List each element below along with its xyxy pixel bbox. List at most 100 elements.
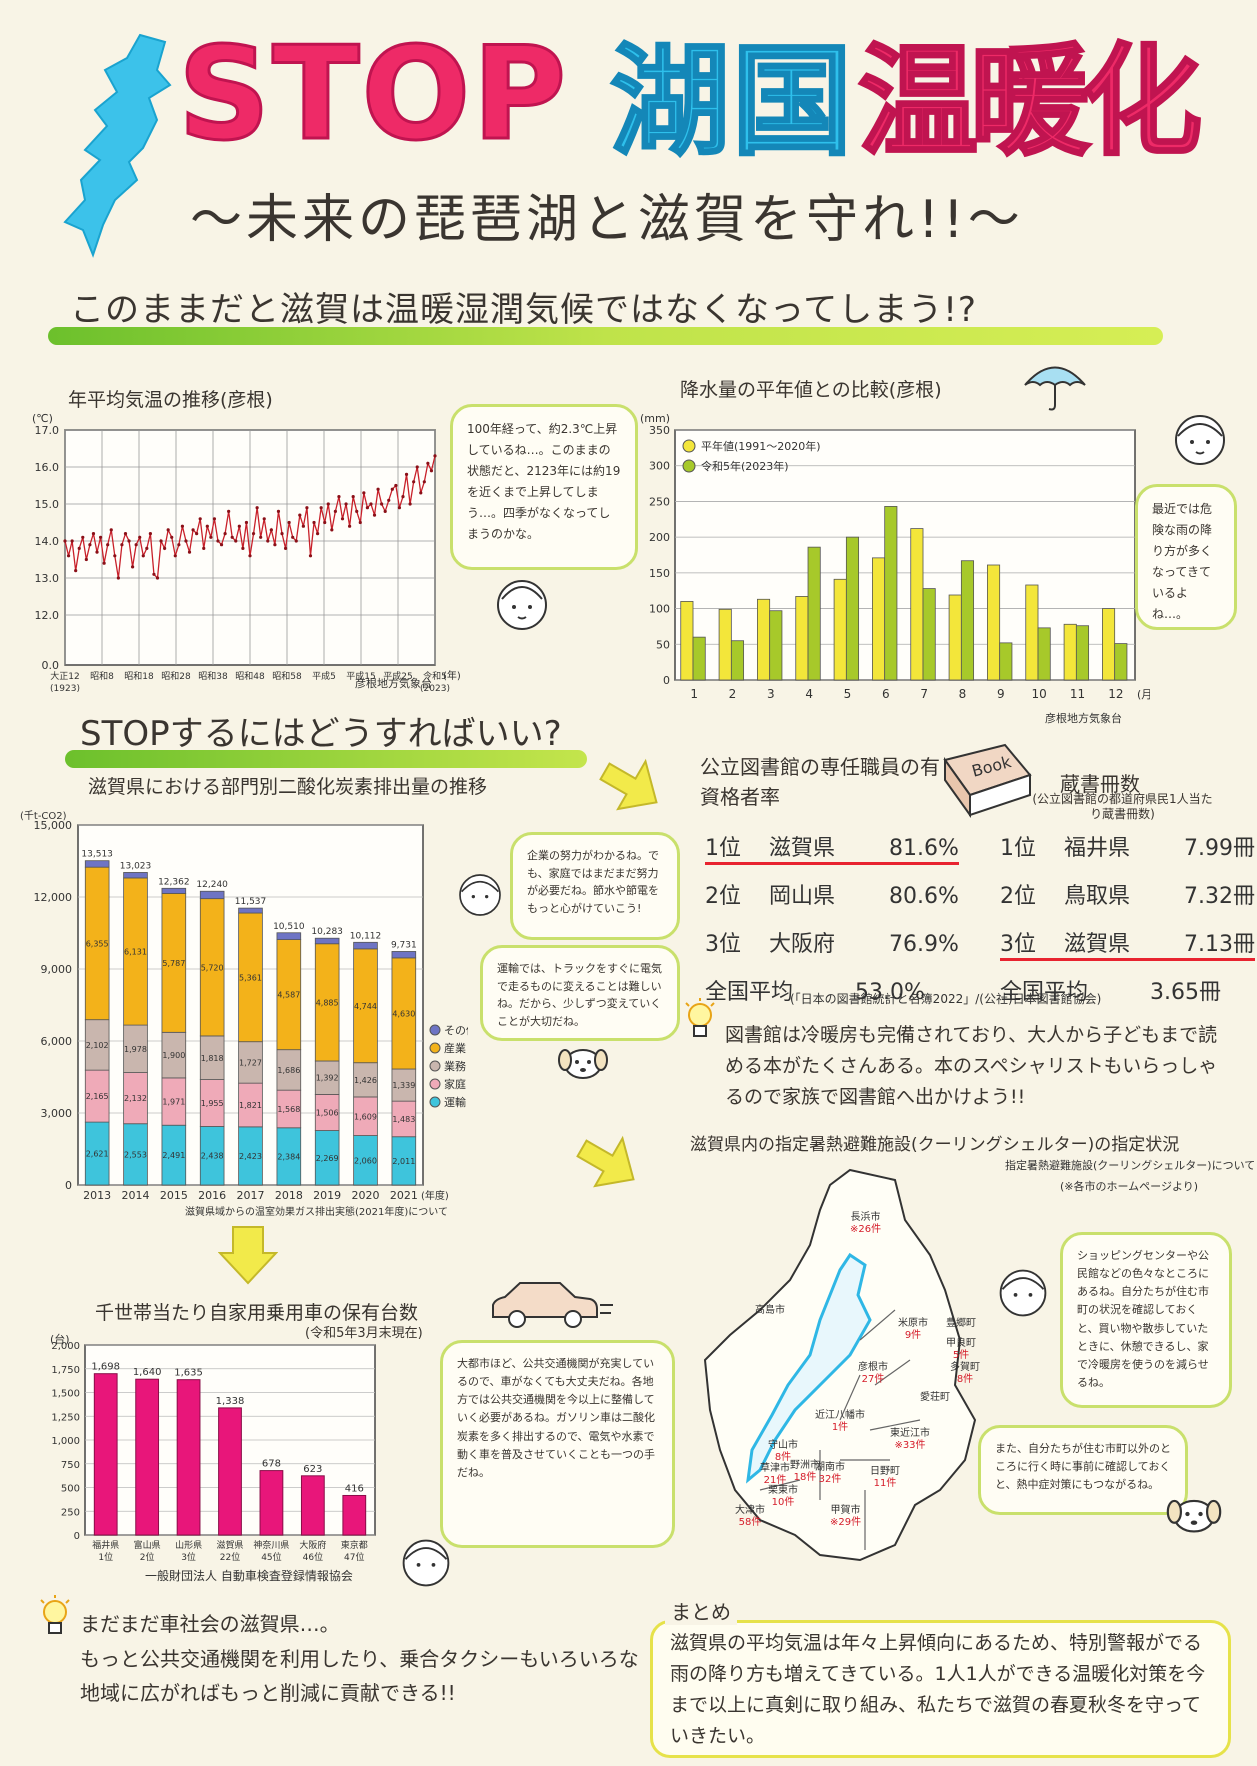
map-place-name: 近江八幡市 — [815, 1410, 865, 1421]
rain-bar — [922, 588, 936, 681]
map-place-count: 11件 — [873, 1478, 897, 1489]
temperature-point — [355, 509, 359, 513]
temperature-point — [227, 509, 231, 513]
y-axis-unit: (千t-CO2) — [20, 810, 67, 822]
temperature-point — [283, 546, 288, 550]
co2-value-label: 2,553 — [124, 1150, 147, 1159]
x-tick-label: 3 — [767, 687, 775, 701]
y-tick-label: 0 — [663, 674, 670, 687]
temperature-point — [237, 524, 241, 528]
books-rank-pref: 福井県 — [1064, 836, 1131, 861]
co2-bar-その他 — [123, 872, 148, 879]
y-tick-label: 300 — [649, 460, 670, 473]
car-value-label: 416 — [345, 1483, 364, 1494]
x-tick-label: 昭和38 — [198, 671, 228, 682]
temperature-point — [116, 576, 120, 580]
co2-value-label: 2,132 — [124, 1094, 147, 1103]
temp-note-bubble: 100年経って、約2.3℃上昇しているね…。このままの状態だと、2123年には約… — [450, 404, 638, 570]
subtitle: 〜未来の琵琶湖と滋賀を守れ!!〜 — [190, 190, 1024, 250]
rain-bar — [872, 557, 886, 681]
library-rank-rank: 2位 — [705, 884, 741, 909]
x-tick-label: 4 — [805, 687, 813, 701]
car-bar — [342, 1494, 367, 1536]
co2-bar-その他 — [84, 860, 110, 868]
temperature-point — [276, 509, 281, 513]
books-rank-row: 3位 滋賀県 7.13冊 — [1000, 926, 1255, 961]
car-value-label: 1,698 — [91, 1362, 120, 1373]
umbrella-icon — [1024, 366, 1086, 411]
map-place: 守山市 8件 — [768, 1440, 798, 1464]
y-tick-label: 1,250 — [51, 1412, 80, 1423]
x-tick-label: 平成5 — [312, 670, 336, 682]
x-axis-unit: (年) — [443, 669, 460, 682]
legend-swatch — [429, 1078, 441, 1090]
co2-value-label: 4,587 — [277, 991, 300, 1000]
dog-face-icon — [1166, 1499, 1222, 1533]
y-tick-label: 17.0 — [35, 424, 60, 437]
x-tick-label: 11 — [1070, 687, 1085, 701]
map-place: 草津市 21件 — [760, 1463, 790, 1487]
temperature-point — [113, 554, 117, 558]
temperature-point — [234, 539, 238, 543]
temperature-point — [66, 554, 71, 558]
rain-bar — [1102, 608, 1116, 681]
co2-value-label: 2,102 — [86, 1041, 109, 1050]
co2-value-label: 4,744 — [354, 1002, 377, 1011]
temperature-point — [95, 550, 99, 554]
co2-note2-text: 運輸では、トラックをすぐに電気で走るものに変えることは難しいね。だから、少しずつ… — [497, 962, 662, 1028]
co2-value-label: 2,621 — [86, 1150, 109, 1159]
temperature-point — [244, 520, 249, 525]
y-axis-unit: (台) — [50, 1332, 70, 1346]
co2-value-label: 2,438 — [201, 1152, 224, 1161]
co2-value-label: 5,720 — [201, 963, 224, 972]
legend-label: 産業 — [444, 1042, 466, 1055]
rain-bar — [960, 560, 975, 681]
co2-total-label: 11,537 — [235, 897, 267, 907]
books-title: 蔵書冊数 — [1060, 772, 1140, 796]
y-tick-label: 15.0 — [35, 498, 60, 511]
legend-swatch — [429, 1096, 441, 1108]
rain-bar — [769, 610, 783, 681]
library-rank-rank: 全国平均 — [705, 980, 794, 1005]
x-axis-unit: (年度) — [421, 1189, 449, 1202]
co2-value-label: 1,609 — [354, 1112, 377, 1121]
temperature-point — [412, 480, 416, 484]
map-place-name: 守山市 — [768, 1440, 798, 1451]
co2-value-label: 1,971 — [162, 1098, 185, 1107]
temperature-point — [106, 543, 110, 547]
x-tick-label: 2013 — [83, 1189, 111, 1202]
books-rank-rank: 3位 — [1000, 932, 1036, 957]
car-value-label: 678 — [262, 1459, 281, 1470]
co2-value-label: 2,011 — [392, 1157, 415, 1166]
co2-total-label: 13,513 — [81, 850, 113, 860]
x-tick-label: 平成15 — [346, 670, 375, 682]
x-tick-label: 福井県 — [92, 1539, 119, 1551]
rain-bar — [692, 636, 706, 681]
library-tip: 図書館は冷暖房も完備されており、大人から子どもまで読める本がたくさんある。本のス… — [725, 1024, 1218, 1108]
temperature-point — [63, 539, 67, 543]
x-tick-label: 2020 — [352, 1189, 380, 1202]
library-title: 公立図書館の専任職員の有資格者率 — [700, 755, 940, 809]
temperature-point — [195, 532, 199, 536]
map-note2-bubble: また、自分たちが住む市町以外のところに行く時に事前に確認しておくと、熱中症対策に… — [978, 1425, 1188, 1515]
section1-underline — [48, 327, 1163, 345]
books-rank-row: 2位 鳥取県 7.32冊 — [1000, 878, 1255, 910]
car-note-bubble: 大都市ほど、公共交通機関が充実しているので、車がなくても大丈夫だね。各地方では公… — [440, 1340, 675, 1548]
temperature-point — [159, 539, 163, 543]
map-place: 近江八幡市 1件 — [815, 1410, 865, 1434]
car-icon — [492, 1282, 613, 1328]
books-rank-rank: 1位 — [1000, 836, 1036, 861]
map-place: 豊郷町 — [946, 1318, 976, 1330]
y-tick-label: 350 — [649, 424, 670, 437]
temperature-point — [408, 502, 412, 506]
y-tick-label: 200 — [649, 531, 670, 544]
legend-label: 業務 — [444, 1059, 466, 1073]
temperature-point — [401, 495, 405, 499]
map-place: 大津市 58件 — [735, 1505, 765, 1529]
lightbulb-icon — [685, 998, 715, 1037]
legend-swatch — [429, 1042, 441, 1054]
temperature-point — [397, 506, 402, 510]
co2-value-label: 1,426 — [354, 1076, 377, 1085]
map-place: 栗東市 10件 — [768, 1485, 798, 1509]
